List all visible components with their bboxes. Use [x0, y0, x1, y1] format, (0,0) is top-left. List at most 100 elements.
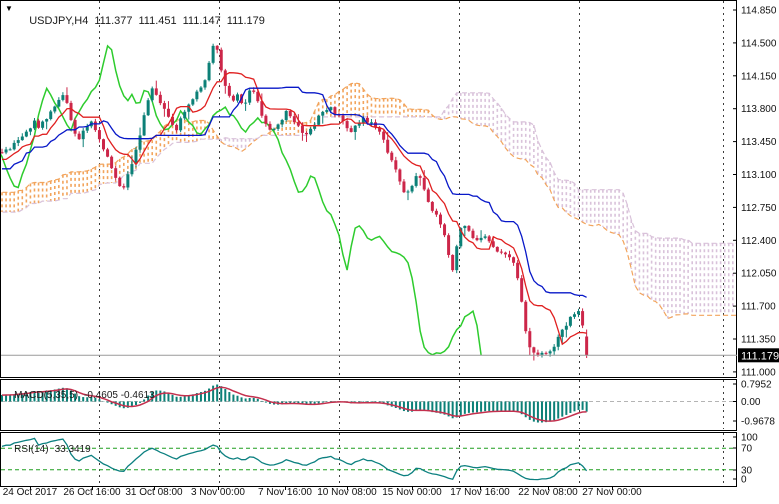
candle-body	[93, 121, 97, 131]
macd-axis-label: 0.7952	[741, 380, 772, 391]
candle-body	[256, 91, 260, 102]
candle-body	[130, 164, 134, 175]
candle-body	[268, 123, 272, 130]
candle-body	[203, 80, 207, 88]
rsi-axis-label: 30	[741, 466, 753, 477]
candle-body	[345, 121, 349, 129]
candle-body	[508, 254, 511, 258]
rsi-indicator-label: RSI(14) 33.3419	[3, 433, 91, 466]
candle-body	[430, 201, 434, 211]
candle-body	[231, 95, 235, 101]
candle-body	[479, 237, 483, 241]
time-axis-label: 17 Nov 16:00	[450, 487, 510, 498]
price-axis-label: 112.750	[741, 203, 777, 214]
ohlc-open: 111.377	[94, 15, 133, 27]
candle-body	[20, 136, 24, 141]
rsi-line	[1, 437, 588, 481]
candle-body	[57, 99, 61, 107]
main-panel	[0, 0, 737, 378]
candle-body	[223, 70, 227, 86]
candle-body	[544, 352, 548, 354]
candle-body	[134, 149, 138, 165]
candle-body	[418, 176, 422, 178]
candle-body	[556, 336, 560, 347]
candle-body	[284, 110, 288, 120]
candle-body	[41, 121, 45, 128]
candle-body	[443, 224, 447, 236]
candle-body	[475, 237, 479, 241]
candle-body	[305, 132, 308, 135]
candle-body	[102, 139, 105, 150]
candle-body	[422, 177, 426, 190]
candle-body	[276, 124, 280, 129]
time-axis-label: 3 Nov 00:00	[191, 487, 245, 498]
candle-body	[398, 169, 402, 182]
candle-body	[16, 140, 20, 143]
candle-body	[77, 133, 81, 140]
candle-body	[195, 91, 199, 100]
symbol-timeframe: USDJPY,H4	[29, 15, 89, 27]
candle-body	[61, 95, 65, 100]
candle-body	[374, 122, 378, 128]
price-axis-label: 112.050	[741, 269, 777, 280]
candle-body	[548, 351, 552, 354]
candle-body	[248, 90, 252, 103]
candle-body	[577, 311, 581, 315]
candle-body	[451, 254, 455, 271]
candle-body	[114, 168, 118, 178]
symbol-expander-icon[interactable]: ▼	[5, 4, 13, 13]
candle-body	[28, 128, 32, 132]
price-axis-label: 114.150	[741, 71, 777, 82]
price-axis-label: 111.000	[741, 367, 776, 378]
candle-body	[122, 186, 126, 188]
candle-body	[499, 251, 503, 253]
candle-body	[333, 107, 337, 115]
candle-body	[179, 118, 183, 131]
time-axis-label: 26 Oct 16:00	[63, 487, 121, 498]
current-price-tag	[738, 348, 779, 363]
candle-body	[244, 102, 248, 104]
candle-body	[552, 346, 556, 352]
candle-body	[280, 119, 284, 125]
candle-body	[65, 95, 69, 103]
candle-body	[321, 111, 325, 116]
candle-body	[512, 257, 516, 263]
candle-body	[260, 101, 264, 116]
candle-body	[516, 262, 520, 279]
candle-body	[252, 90, 256, 92]
candle-body	[410, 185, 414, 192]
candle-body	[540, 352, 544, 355]
candle-body	[106, 149, 110, 157]
candle-body	[296, 122, 300, 126]
candle-body	[487, 236, 491, 242]
candle-body	[183, 111, 187, 119]
tenkan-sen-line	[2, 72, 587, 346]
candle-body	[191, 99, 195, 105]
price-axis-label: 113.800	[741, 104, 777, 115]
candle-body	[1, 152, 4, 154]
candle-body	[483, 236, 487, 238]
candle-body	[520, 278, 524, 302]
candle-body	[325, 110, 329, 112]
candle-body	[536, 352, 540, 355]
macd-axis-label: 0.00	[741, 397, 761, 408]
candle-body	[97, 130, 101, 140]
price-axis-label: 112.400	[741, 236, 777, 247]
candle-body	[560, 329, 564, 337]
candle-body	[187, 104, 191, 112]
price-axis-label: 111.700	[741, 302, 776, 313]
candle-body	[292, 116, 296, 123]
candle-body	[300, 125, 304, 133]
candle-body	[568, 316, 572, 326]
candle-body	[45, 119, 49, 122]
candle-body	[211, 45, 215, 63]
candle-body	[207, 62, 211, 81]
candle-body	[8, 149, 12, 151]
candle-body	[219, 49, 223, 71]
time-axis-label: 7 Nov 16:00	[258, 487, 312, 498]
macd-axis-label: -0.9678	[741, 417, 775, 428]
candle-body	[313, 124, 317, 129]
candle-body	[394, 160, 398, 170]
